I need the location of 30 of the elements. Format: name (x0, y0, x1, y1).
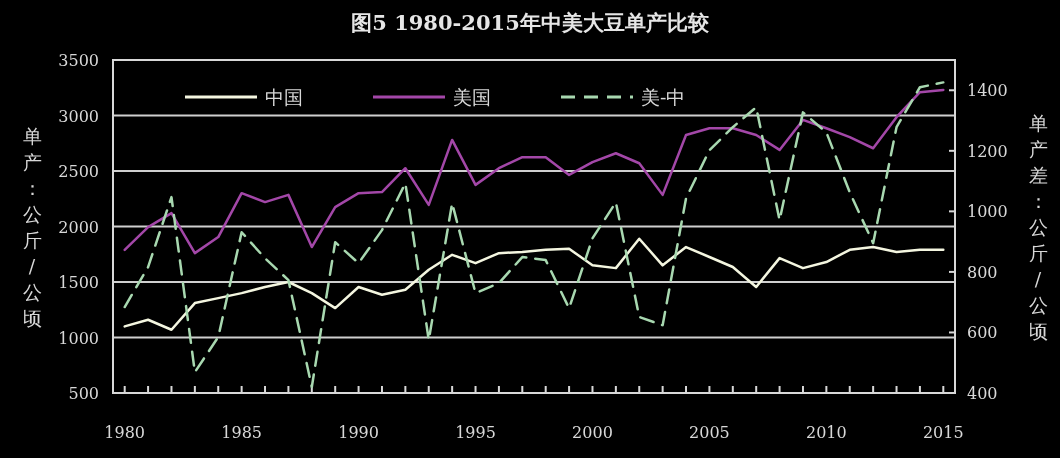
legend-label: 美国 (453, 86, 491, 108)
y2tick: 1000 (967, 202, 1008, 222)
y2tick: 600 (967, 323, 998, 343)
legend-label: 美-中 (641, 86, 686, 108)
ytick: 3500 (58, 51, 99, 70)
y2tick: 400 (967, 384, 998, 403)
ytick: 3000 (58, 106, 99, 126)
ytick: 1500 (58, 273, 99, 292)
ytick: 2000 (58, 217, 99, 237)
xtick: 1990 (338, 423, 379, 442)
xtick: 2010 (806, 423, 847, 442)
xtick: 2015 (922, 423, 964, 442)
xtick: 1985 (221, 423, 262, 442)
xtick: 1980 (104, 423, 146, 442)
y2tick: 800 (967, 262, 998, 282)
legend-item: 中国 (185, 86, 303, 108)
y2label: 单产差：公斤/公顷 (1028, 111, 1048, 342)
xtick: 1995 (455, 423, 496, 442)
legend-label: 中国 (265, 86, 303, 108)
ytick: 1000 (58, 328, 99, 348)
ytick: 500 (68, 384, 99, 403)
xtick: 2005 (689, 423, 730, 442)
y2tick: 1200 (967, 141, 1008, 161)
legend-item: 美国 (373, 86, 491, 108)
title: 图5 1980-2015年中美大豆单产比较 (351, 10, 709, 35)
y2tick: 1400 (967, 81, 1008, 101)
legend-item: 美-中 (561, 86, 686, 108)
xtick: 2000 (572, 423, 613, 442)
ytick: 2500 (58, 162, 99, 181)
ylabel: 单产：公斤/公顷 (22, 124, 42, 329)
